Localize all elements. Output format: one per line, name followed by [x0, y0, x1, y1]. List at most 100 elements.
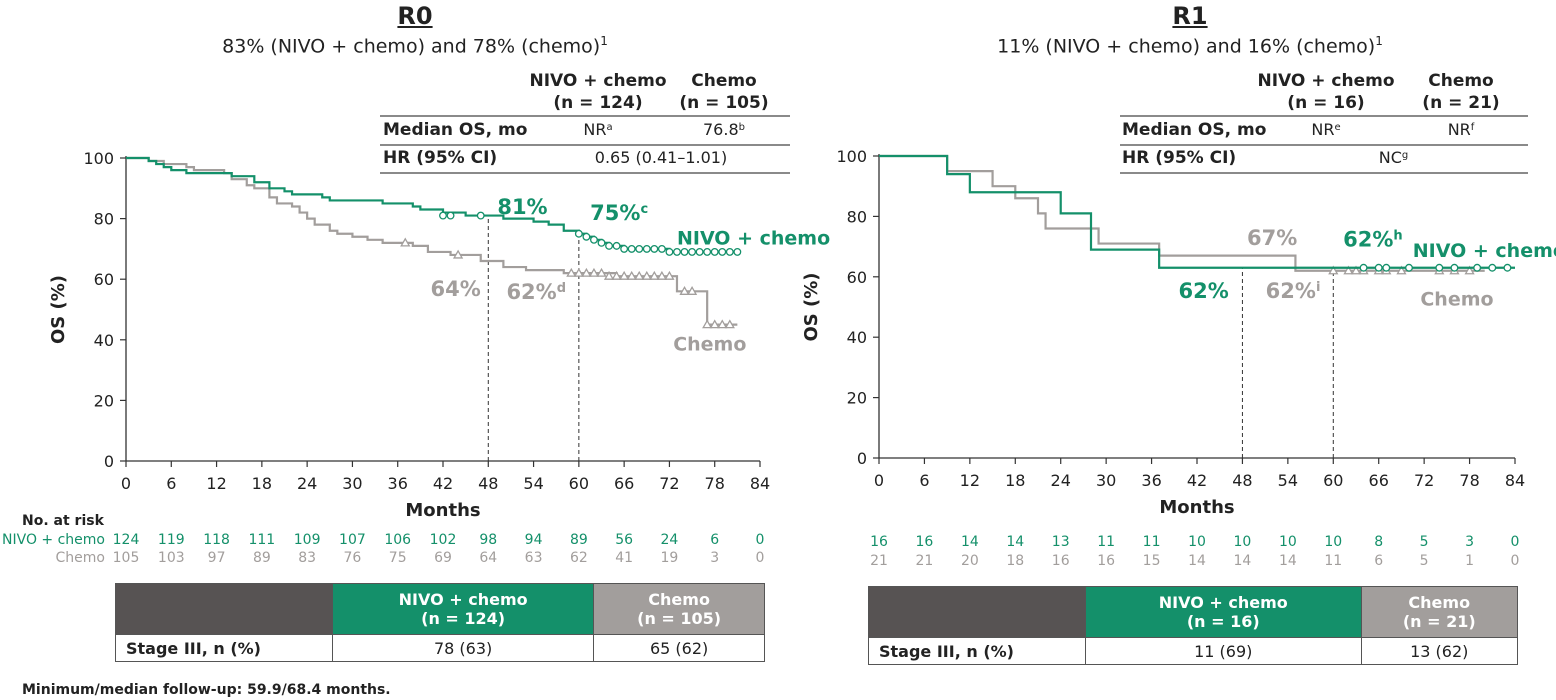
at-risk-nivo-value: 119: [158, 532, 185, 548]
at-risk-chemo-value: 11: [1324, 553, 1342, 569]
x-tick-label: 42: [1187, 471, 1207, 490]
stats-median-chemo: NRf: [1448, 120, 1475, 139]
censor-mark-chemo: [452, 249, 464, 259]
annotation-label: NIVO + chemo: [1413, 240, 1556, 262]
censor-mark-nivo: [627, 244, 636, 253]
at-risk-nivo-value: 24: [661, 532, 679, 548]
at-risk-chemo-value: 83: [298, 550, 316, 566]
x-axis-label: Months: [405, 500, 480, 521]
censor-mark-nivo: [1503, 263, 1512, 272]
x-tick-label: 60: [569, 474, 589, 493]
at-risk-chemo-value: 19: [661, 550, 679, 566]
stats-table: NIVO + chemo(n = 16) Chemo(n = 21) Median …: [1120, 71, 1528, 174]
at-risk-nivo-value: 0: [1511, 534, 1520, 550]
series-line-nivo: [879, 154, 1515, 269]
censor-mark-nivo: [688, 247, 697, 256]
at-risk-nivo-value: 11: [1097, 534, 1115, 550]
x-tick-label: 36: [388, 474, 408, 493]
stats-table: NIVO + chemo(n = 124) Chemo(n = 105) Media…: [380, 71, 790, 174]
x-tick-label: 66: [614, 474, 634, 493]
y-axis-label: OS (%): [48, 275, 69, 344]
censor-mark-chemo: [596, 267, 607, 277]
stage-header-blank: [115, 583, 333, 635]
censor-mark-chemo: [724, 319, 735, 329]
censor-mark-chemo: [1343, 265, 1354, 275]
annotation-label: 62%: [1179, 279, 1229, 303]
at-risk-chemo-value: 1: [1465, 553, 1474, 569]
annotation-label: 67%: [1247, 226, 1297, 250]
censor-mark-chemo: [679, 286, 690, 295]
at-risk-nivo-value: 102: [430, 532, 457, 548]
censor-mark-nivo: [1405, 263, 1413, 272]
censor-mark-chemo: [664, 270, 675, 280]
at-risk-nivo-value: 6: [710, 532, 719, 548]
stage-header-chemo: Chemo (n = 21): [1360, 586, 1518, 638]
censor-mark-nivo: [612, 241, 621, 250]
stage-value-chemo: 13 (62): [1360, 637, 1518, 665]
censor-mark-nivo: [620, 244, 629, 253]
chart-title: R1: [1172, 2, 1208, 30]
x-tick-label: 18: [252, 474, 272, 493]
at-risk-nivo-value: 13: [1052, 534, 1070, 550]
annotation-label: 62%i: [1266, 279, 1321, 303]
at-risk-nivo-value: 98: [479, 532, 497, 548]
y-tick-label: 40: [94, 331, 114, 350]
x-tick-label: 6: [919, 471, 929, 490]
stats-header-nivo: NIVO + chemo: [529, 71, 666, 91]
annotation-label: NIVO + chemo: [677, 227, 830, 249]
censor-mark-nivo: [718, 247, 727, 256]
censor-mark-chemo: [709, 319, 720, 329]
at-risk-nivo-value: 10: [1279, 534, 1297, 550]
at-risk-nivo-value: 3: [1465, 534, 1474, 550]
at-risk-nivo-value: 16: [870, 534, 888, 550]
stage-row-label: Stage III, n (%): [868, 637, 1086, 665]
at-risk-chemo-value: 62: [570, 550, 588, 566]
stage-row-label: Stage III, n (%): [115, 634, 333, 662]
at-risk-chemo-value: 63: [525, 550, 543, 566]
at-risk-chemo-value: 16: [1097, 553, 1115, 569]
censor-mark-chemo: [649, 270, 660, 280]
at-risk-chemo-value: 14: [1188, 553, 1206, 569]
censor-mark-nivo: [605, 241, 613, 250]
at-risk-nivo-value: 10: [1324, 534, 1342, 550]
x-tick-label: 72: [659, 474, 679, 493]
at-risk-nivo-value: 14: [961, 534, 979, 550]
censor-mark-nivo: [1359, 263, 1368, 272]
y-axis-label: OS (%): [801, 272, 822, 341]
censor-mark-nivo: [650, 244, 659, 253]
censor-mark-chemo: [626, 270, 637, 280]
censor-mark-chemo: [1464, 265, 1475, 275]
censor-mark-nivo: [590, 235, 598, 244]
at-risk-chemo-value: 76: [344, 550, 362, 566]
censor-mark-nivo: [597, 238, 606, 247]
annotation-label-sup: c: [640, 202, 648, 217]
y-tick-label: 60: [94, 270, 114, 289]
censor-mark-chemo: [686, 286, 698, 295]
at-risk-chemo-value: 5: [1420, 553, 1429, 569]
censor-mark-chemo: [588, 267, 600, 277]
y-tick-label: 0: [857, 449, 867, 468]
censor-mark-nivo: [439, 211, 447, 220]
at-risk-nivo-value: 124: [113, 532, 140, 548]
at-risk-chemo-value: 21: [870, 553, 888, 569]
censor-mark-nivo: [695, 247, 704, 256]
at-risk-chemo-value: 97: [208, 550, 226, 566]
at-risk-title: No. at risk: [22, 513, 105, 529]
censor-mark-nivo: [733, 247, 742, 256]
at-risk-chemo-value: 105: [113, 550, 140, 566]
at-risk-nivo-value: 111: [248, 532, 275, 548]
x-tick-label: 36: [1141, 471, 1161, 490]
at-risk-nivo-value: 14: [1006, 534, 1024, 550]
y-tick-label: 20: [847, 389, 867, 408]
axes: 0 6 12 18 24 30 36 42 48 54 60 66 72 78 84 0 20 40 60 80 100…: [801, 147, 1525, 518]
stats-header-chemo-n: (n = 21): [1422, 93, 1499, 113]
stats-header-chemo: Chemo: [691, 71, 757, 91]
y-tick-label: 60: [847, 268, 867, 287]
censor-mark-nivo: [710, 247, 719, 256]
at-risk-chemo-value: 0: [1511, 553, 1520, 569]
stats-row-hr-label: HR (95% CI): [1122, 148, 1236, 168]
x-axis-label: Months: [1159, 497, 1234, 518]
censor-mark-nivo: [1450, 263, 1459, 272]
x-tick-label: 24: [1051, 471, 1071, 490]
stats-hr-value-sup: g: [1402, 150, 1408, 161]
